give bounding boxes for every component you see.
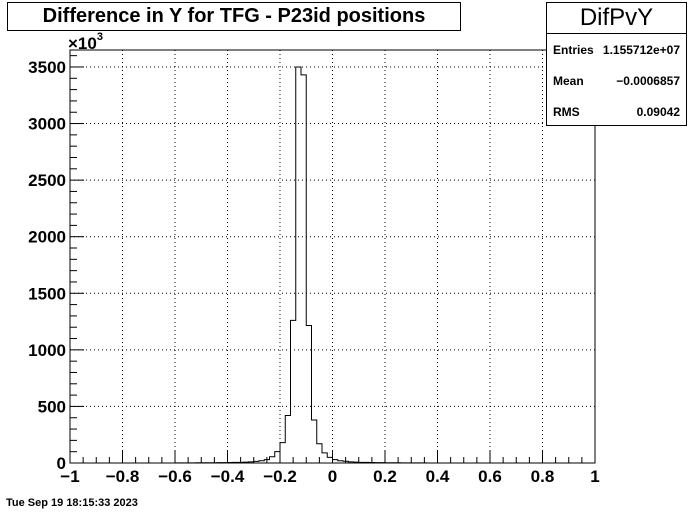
stats-row-mean: Mean −0.0006857: [553, 73, 680, 89]
stats-value-mean: −0.0006857: [616, 74, 680, 88]
x-tick-label: 0.2: [373, 467, 397, 486]
stats-box: DifPvY Entries 1.155712e+07 Mean −0.0006…: [546, 2, 687, 126]
stats-row-entries: Entries 1.155712e+07: [553, 42, 680, 58]
stats-label-rms: RMS: [553, 105, 580, 119]
stats-value-entries: 1.155712e+07: [602, 43, 680, 57]
x-tick-label: −0.4: [211, 467, 245, 486]
y-tick-label: 1500: [28, 284, 66, 303]
y-tick-label: 2500: [28, 171, 66, 190]
stats-label-entries: Entries: [553, 43, 594, 57]
chart-title: Difference in Y for TFG - P23id position…: [7, 2, 461, 31]
x-axis-labels: −1 −0.8 −0.6 −0.4 −0.2 0 0.2 0.4 0.6 0.8 1: [60, 467, 599, 486]
y-tick-label: 1000: [28, 341, 66, 360]
x-tick-label: 1: [590, 467, 599, 486]
timestamp-footer: Tue Sep 19 18:15:33 2023: [6, 497, 138, 509]
y-tick-label: 2000: [28, 228, 66, 247]
y-axis-labels: 0 500 1000 1500 2000 2500 3000 3500: [28, 58, 66, 473]
plot-frame: [69, 49, 596, 464]
chart-title-text: Difference in Y for TFG - P23id position…: [42, 5, 426, 27]
stats-value-rms: 0.09042: [636, 105, 680, 119]
stats-histogram-name: DifPvY: [547, 3, 686, 34]
x-tick-label: 0: [328, 467, 337, 486]
y-tick-label: 500: [38, 397, 66, 416]
axis-ticks: [69, 55, 596, 464]
x-tick-label: 0.6: [478, 467, 502, 486]
y-tick-label: 3500: [28, 58, 66, 77]
x-tick-label: −0.6: [158, 467, 192, 486]
stats-row-rms: RMS 0.09042: [553, 104, 680, 120]
y-multiplier-base: ×10: [68, 34, 97, 53]
stats-label-mean: Mean: [553, 74, 584, 88]
y-multiplier-label: ×103: [68, 31, 103, 53]
y-tick-label: 0: [57, 454, 66, 473]
x-tick-label: 0.8: [531, 467, 555, 486]
x-tick-label: −0.8: [106, 467, 140, 486]
grid-lines: [70, 50, 595, 463]
y-tick-label: 3000: [28, 115, 66, 134]
y-multiplier-exponent: 3: [97, 31, 103, 43]
x-tick-label: −1: [60, 467, 79, 486]
x-tick-label: −0.2: [263, 467, 297, 486]
x-tick-label: 0.4: [426, 467, 450, 486]
